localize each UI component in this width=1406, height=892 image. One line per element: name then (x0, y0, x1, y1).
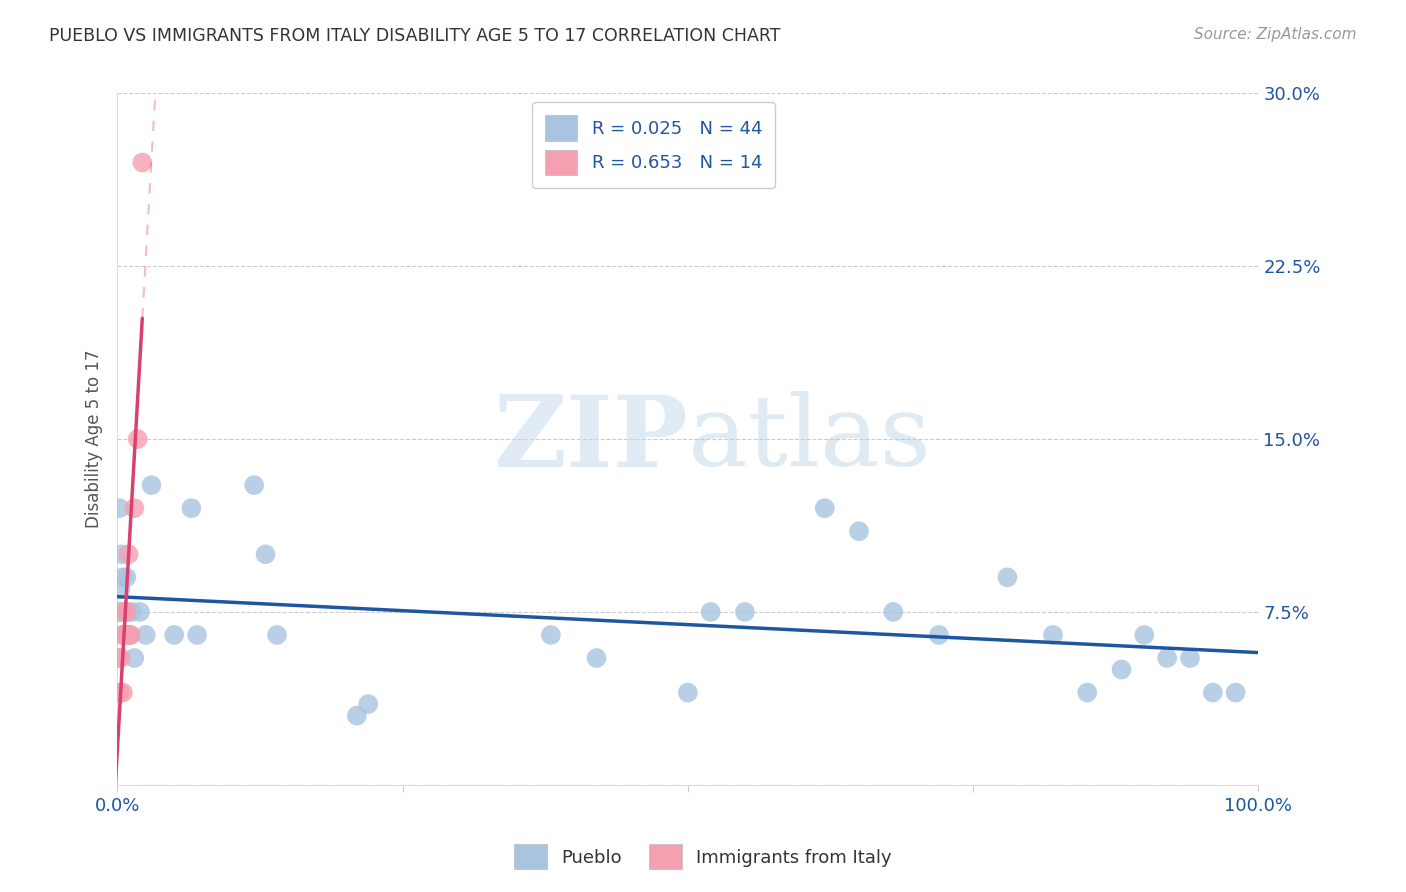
Point (107, 605, 129, 619)
Point (186, 628, 208, 642)
Point (111, 628, 134, 642)
Point (117, 628, 139, 642)
Point (115, 605, 138, 619)
Point (814, 501, 837, 516)
Text: Source: ZipAtlas.com: Source: ZipAtlas.com (1194, 27, 1357, 42)
Y-axis label: Disability Age 5 to 17: Disability Age 5 to 17 (86, 350, 103, 528)
Point (117, 628, 139, 642)
Point (163, 628, 186, 642)
Point (107, 651, 129, 665)
Point (882, 605, 904, 619)
Point (120, 628, 142, 642)
Point (1076, 685, 1098, 699)
Point (108, 685, 131, 699)
Point (110, 651, 132, 665)
Point (114, 605, 136, 619)
Point (243, 478, 266, 492)
Point (1225, 685, 1247, 699)
Point (928, 628, 950, 642)
Point (111, 547, 134, 561)
Point (676, 685, 699, 699)
Point (118, 628, 141, 642)
Text: ZIP: ZIP (494, 391, 688, 488)
Text: atlas: atlas (688, 392, 931, 487)
Point (699, 605, 721, 619)
Point (141, 478, 163, 492)
Legend: R = 0.025   N = 44, R = 0.653   N = 14: R = 0.025 N = 44, R = 0.653 N = 14 (533, 103, 775, 188)
Point (357, 697, 380, 711)
Point (1178, 651, 1201, 665)
Point (124, 501, 146, 516)
Point (995, 570, 1018, 584)
Text: PUEBLO VS IMMIGRANTS FROM ITALY DISABILITY AGE 5 TO 17 CORRELATION CHART: PUEBLO VS IMMIGRANTS FROM ITALY DISABILI… (49, 27, 780, 45)
Point (117, 547, 139, 561)
Point (1202, 685, 1225, 699)
Point (111, 685, 134, 699)
Point (266, 628, 288, 642)
Point (121, 605, 143, 619)
Point (117, 605, 139, 619)
Point (112, 628, 135, 642)
Point (112, 605, 135, 619)
Point (127, 432, 149, 446)
Point (129, 605, 152, 619)
Legend: Pueblo, Immigrants from Italy: Pueblo, Immigrants from Italy (505, 835, 901, 879)
Point (124, 651, 146, 665)
Point (1156, 651, 1178, 665)
Point (734, 605, 756, 619)
Point (1133, 628, 1156, 642)
Point (111, 570, 134, 584)
Point (111, 605, 134, 619)
Point (540, 628, 562, 642)
Point (848, 524, 870, 539)
Point (135, 628, 157, 642)
Point (115, 570, 138, 584)
Point (108, 501, 131, 516)
Point (180, 501, 202, 516)
Point (1042, 628, 1064, 642)
Point (254, 547, 277, 561)
Point (1111, 663, 1133, 677)
Point (131, 155, 153, 169)
Point (346, 708, 368, 723)
Point (585, 651, 607, 665)
Point (110, 582, 132, 596)
Point (114, 628, 136, 642)
Point (111, 605, 134, 619)
